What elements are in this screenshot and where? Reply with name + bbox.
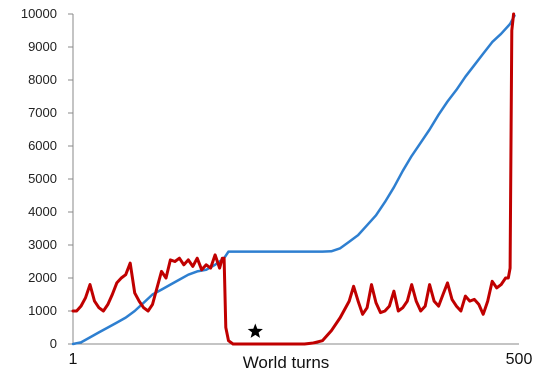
y-axis: 0 1000 2000 3000 4000 5000 6000 7000 8000 9000 100… <box>21 6 73 351</box>
y-tick-label: 2000 <box>28 270 57 285</box>
y-tick-label: 6000 <box>28 138 57 153</box>
star-icon <box>248 324 263 338</box>
series-line-2 <box>73 14 514 344</box>
series-layer <box>73 14 515 344</box>
x-tick-label: 1 <box>69 351 78 368</box>
y-tick-label: 0 <box>50 336 57 351</box>
y-tick-label: 5000 <box>28 171 57 186</box>
x-tick-label: 500 <box>506 351 533 368</box>
y-tick-label: 10000 <box>21 6 57 21</box>
y-tick-label: 9000 <box>28 39 57 54</box>
annotation-layer <box>248 324 263 338</box>
y-tick-label: 3000 <box>28 237 57 252</box>
series-line-1 <box>73 16 515 344</box>
y-tick-label: 1000 <box>28 303 57 318</box>
x-axis-label: World turns <box>243 353 330 372</box>
y-tick-label: 7000 <box>28 105 57 120</box>
y-tick-label: 8000 <box>28 72 57 87</box>
y-tick-label: 4000 <box>28 204 57 219</box>
